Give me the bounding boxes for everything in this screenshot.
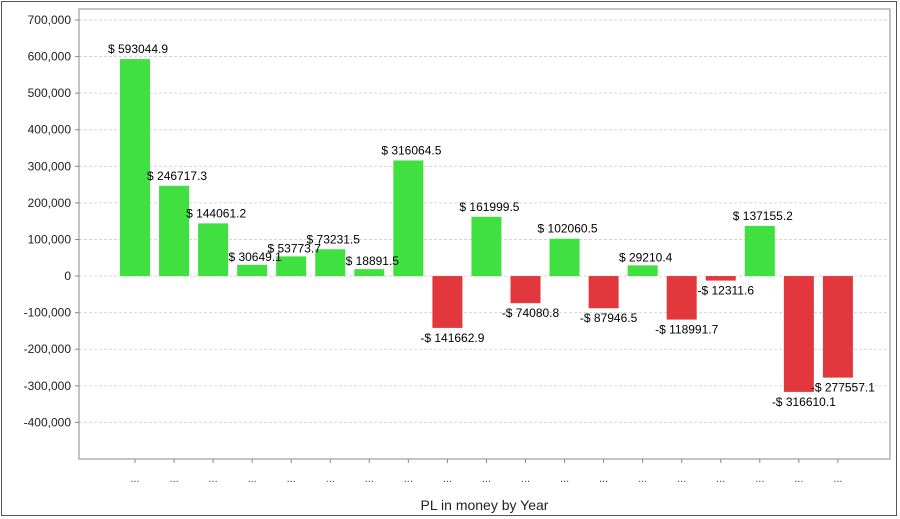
data-label: $ 53773.7 [268,241,322,255]
data-label: $ 246717.3 [147,169,207,183]
x-tick-label: ... [794,473,803,485]
y-tick-label: 300,000 [28,159,72,173]
bar [549,238,580,277]
bar [822,276,853,378]
bar [783,276,814,392]
data-label: -$ 118991.7 [655,323,718,337]
bar [705,276,736,281]
y-tick-label: -100,000 [24,306,72,320]
y-tick-label: 500,000 [28,86,72,100]
data-label: $ 30649.1 [228,250,282,264]
bars [120,59,853,392]
y-tick-label: 200,000 [28,196,72,210]
bar [432,276,463,328]
x-tick-label: ... [560,473,569,485]
bar [588,276,619,309]
y-tick-label: 0 [64,269,71,283]
bar [354,269,385,277]
x-tick-label: ... [443,473,452,485]
data-label: $ 593044.9 [108,42,168,56]
x-tick-label: ... [248,473,257,485]
data-label: -$ 87946.5 [580,311,638,325]
x-tick-label: ... [638,473,647,485]
x-tick-label: ... [365,473,374,485]
bar [120,59,150,277]
y-tick-label: 400,000 [28,123,72,137]
bar [276,256,307,277]
data-label: -$ 316610.1 [772,395,836,409]
x-tick-label: ... [833,473,842,485]
bar [627,265,658,277]
x-tick-label: ... [599,473,608,485]
bar [666,276,697,320]
y-tick-label: 600,000 [28,50,72,64]
data-label: $ 29210.4 [619,250,673,264]
x-tick-label: ... [677,473,686,485]
data-label: $ 102060.5 [538,222,598,236]
bar [393,160,424,277]
data-labels: $ 593044.9$ 246717.3$ 144061.2$ 30649.1$… [108,42,875,409]
y-tick-label: -300,000 [24,379,72,393]
x-tick-label: ... [482,473,491,485]
data-label: -$ 74080.8 [502,306,560,320]
y-tick-label: -400,000 [24,415,72,429]
data-label: $ 137155.2 [733,209,793,223]
data-label: -$ 277557.1 [811,381,875,395]
bar [237,264,268,277]
data-label: $ 161999.5 [459,200,519,214]
bar [198,223,229,277]
y-tick-label: 700,000 [28,13,72,27]
x-tick-label: ... [326,473,335,485]
x-tick-label: ... [287,473,296,485]
x-tick-label: ... [209,473,218,485]
bar [744,225,775,277]
x-tick-label: ... [130,473,139,485]
bar [471,216,502,277]
data-label: $ 73231.5 [307,232,361,246]
y-tick-label: 100,000 [28,232,72,246]
data-label: -$ 12311.6 [698,284,755,298]
x-tick-label: ... [716,473,725,485]
axes: 700,000 600,000 500,000 400,000 300,000 200,0… [24,9,842,485]
data-label: $ 144061.2 [186,206,246,220]
y-tick-label: -200,000 [24,342,72,356]
data-label: -$ 141662.9 [420,331,484,345]
data-label: $ 316064.5 [381,143,441,157]
data-label: $ 18891.5 [346,254,400,268]
bar [159,185,190,277]
bar [510,276,541,304]
x-tick-label: ... [404,473,413,485]
bar [315,249,346,277]
x-tick-label: ... [521,473,530,485]
x-tick-label: ... [169,473,178,485]
x-tick-label: ... [755,473,764,485]
x-axis-title: PL in money by Year [421,497,549,513]
